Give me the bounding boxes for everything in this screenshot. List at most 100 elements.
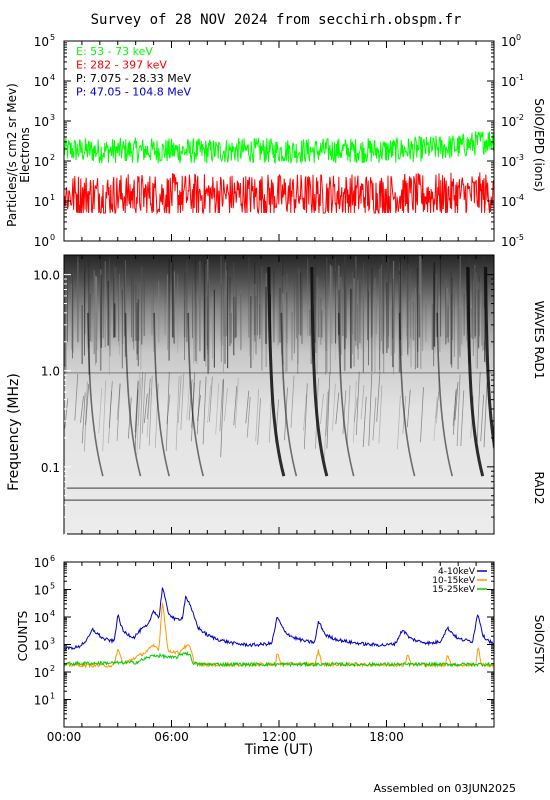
spectrogram-faint-streak: [233, 386, 238, 426]
type-iii-burst: [337, 312, 355, 477]
spectrogram-faint-streak: [134, 380, 139, 433]
stix-legend-entry: 4-10keV: [438, 567, 476, 577]
electrons-y2tick-label: 10: [501, 35, 516, 49]
electrons-ytick-exponent: 4: [50, 73, 55, 82]
stix-frame: [63, 561, 495, 728]
spectrogram-faint-streak: [397, 395, 401, 450]
spectrogram-faint-streak: [137, 377, 142, 427]
spectrogram-faint-streak: [166, 394, 171, 425]
stix-ytick-exponent: 6: [50, 554, 55, 563]
electrons-y2tick-exponent: -5: [516, 233, 524, 242]
stix-legend-entry: 10-15keV: [432, 576, 476, 586]
electrons-ytick-label: 10: [34, 75, 49, 89]
electrons-y2tick-label: 10: [501, 115, 516, 129]
spectrogram-faint-streak: [224, 388, 228, 422]
stix-series-0: [64, 587, 494, 651]
stix-xtick-label: 06:00: [154, 730, 189, 744]
electrons-ylabel: Particles/(s cm2 sr Mev): [5, 83, 19, 227]
stix-legend-entry: 15-25keV: [432, 585, 476, 595]
spectrogram-faint-streak: [454, 381, 459, 421]
page-title: Survey of 28 NOV 2024 from secchirh.obsp…: [91, 12, 462, 28]
spectrogram-faint-streak: [362, 396, 367, 448]
electrons-ytick-label: 10: [34, 35, 49, 49]
spectrogram-faint-streak: [108, 381, 113, 428]
spectrogram-faint-streak: [353, 397, 358, 423]
spectrogram-faint-streak: [148, 375, 153, 446]
stix-ytick-exponent: 2: [50, 664, 55, 673]
spectrogram-faint-streak: [460, 390, 465, 447]
type-iii-burst: [466, 266, 485, 477]
spectrogram-faint-streak: [219, 379, 224, 432]
spectrogram-faint-streak: [207, 385, 211, 424]
spectrogram-faint-streak: [186, 381, 191, 420]
stix-series-2: [64, 651, 494, 668]
spectrogram-faint-streak: [80, 395, 84, 423]
electrons-y2tick-label: 10: [501, 195, 516, 209]
electrons-legend-entry: P: 47.05 - 104.8 MeV: [76, 86, 192, 99]
assembled-footer: Assembled on 03JUN2025: [374, 782, 516, 795]
spectrogram-faint-streak: [215, 383, 220, 435]
electrons-y2tick-exponent: -1: [516, 73, 524, 82]
spectrogram-faint-streak: [134, 381, 139, 439]
electrons-y2tick-label: 10: [501, 75, 516, 89]
spectrogram-faint-streak: [342, 390, 347, 435]
type-iii-burst: [310, 266, 329, 477]
spectrogram-faint-streak: [480, 394, 485, 442]
spectrogram-faint-streak: [197, 394, 201, 422]
spectrogram-faint-streak: [64, 398, 69, 429]
spectrogram-faint-streak: [433, 397, 438, 442]
electrons-legend-entry: E: 53 - 73 keV: [76, 45, 153, 58]
electrons-ytick-label: 10: [34, 115, 49, 129]
stix-ytick-label: 10: [34, 694, 49, 708]
type-iii-burst: [436, 312, 454, 477]
spectrogram-faint-streak: [84, 381, 88, 452]
stix-xtick-label: 12:00: [262, 730, 297, 744]
electrons-ylabel-right: SolO/EPD (ions): [532, 98, 546, 192]
electrons-ytick-label: 10: [34, 195, 49, 209]
spectrogram-faint-streak: [290, 375, 295, 428]
waves-ytick-label: 0.1: [41, 461, 60, 475]
spectrogram-faint-streak: [74, 373, 79, 421]
spectrogram-faint-streak: [134, 389, 139, 450]
electrons-ytick-label: 10: [34, 155, 49, 169]
electrons-y2tick-exponent: 0: [516, 33, 521, 42]
spectrogram-faint-streak: [245, 390, 250, 424]
spectrogram-faint-streak: [188, 379, 193, 421]
spectrogram-faint-streak: [146, 378, 151, 420]
waves-ylabel: Frequency (MHz): [6, 373, 22, 491]
spectrogram-faint-streak: [303, 383, 308, 450]
spectrogram-faint-streak: [257, 398, 261, 445]
spectrogram-faint-streak: [98, 388, 103, 434]
spectrogram-faint-streak: [85, 384, 90, 425]
waves-rad2-label: RAD2: [532, 472, 546, 505]
spectrogram-faint-streak: [220, 378, 225, 458]
electrons-legend-entry: P: 7.075 - 28.33 MeV: [76, 72, 192, 85]
electrons-series-0: [64, 131, 494, 165]
electrons-ytick-label: 10: [34, 235, 49, 249]
spectrogram-faint-streak: [139, 371, 144, 450]
spectrogram-faint-streak: [335, 392, 340, 425]
spectrogram-faint-streak: [209, 376, 213, 422]
electrons-ytick-exponent: 5: [50, 33, 55, 42]
spectrogram-faint-streak: [346, 385, 351, 444]
stix-xtick-label: 18:00: [369, 730, 404, 744]
spectrogram-faint-streak: [180, 373, 185, 431]
type-iii-burst: [267, 266, 286, 477]
spectrogram-faint-streak: [435, 391, 440, 419]
spectrogram-faint-streak: [143, 393, 148, 424]
spectrogram-faint-streak: [255, 388, 260, 442]
spectrogram-faint-streak: [360, 384, 365, 420]
type-iii-burst: [153, 312, 170, 477]
spectrogram-faint-streak: [406, 389, 411, 428]
stix-ylabel: COUNTS: [16, 611, 30, 662]
spectrogram-faint-streak: [320, 393, 324, 424]
spectrogram-faint-streak: [452, 390, 457, 426]
type-iii-burst: [280, 312, 298, 477]
waves-panel: 0.1 1.0 10.0 Frequency (MHz) WAVES RAD1 RA…: [6, 254, 546, 535]
spectrogram-faint-streak: [378, 385, 383, 444]
electrons-ytick-exponent: 3: [50, 113, 55, 122]
electrons-series-1: [64, 172, 494, 215]
type-iii-burst: [484, 266, 494, 453]
spectrogram-faint-streak: [175, 376, 180, 451]
spectrogram-faint-streak: [324, 391, 328, 459]
